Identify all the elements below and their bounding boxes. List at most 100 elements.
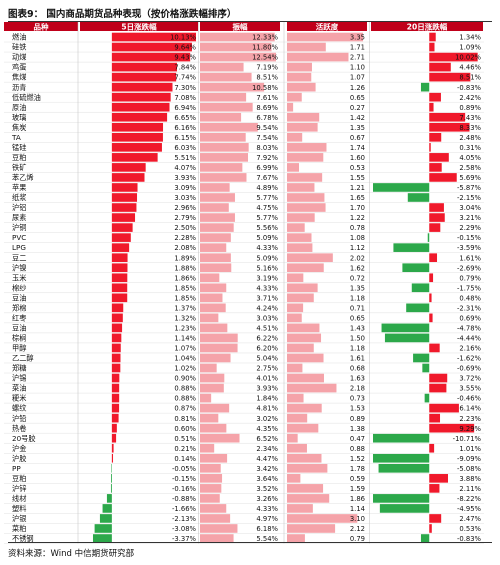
row-label: 纸浆 <box>12 193 26 202</box>
data-label: 0.79% <box>459 274 481 282</box>
column-header: 20日涨跌幅 <box>407 22 448 32</box>
data-label: 2.28% <box>174 234 196 242</box>
data-label: 2.11% <box>459 485 481 493</box>
positive-bar <box>111 183 138 192</box>
value-bar <box>287 102 294 112</box>
negative-bar <box>373 433 430 443</box>
title-rule <box>8 21 492 22</box>
data-label: 0.67 <box>350 134 365 142</box>
data-label: 5.04% <box>256 355 278 363</box>
data-label: 3.04% <box>459 204 481 212</box>
data-label: 1.88% <box>174 264 196 272</box>
value-bar <box>200 112 242 122</box>
data-label: 0.53 <box>350 164 365 172</box>
data-label: 2.12 <box>350 525 365 533</box>
data-label: 1.02% <box>174 365 196 373</box>
positive-bar <box>429 253 438 262</box>
data-label: 4.97% <box>256 515 278 523</box>
value-bar <box>287 313 302 323</box>
negative-bar <box>384 333 430 343</box>
data-label: 6.15% <box>174 134 196 142</box>
data-label: 0.89% <box>459 104 481 112</box>
data-label: -2.15% <box>457 194 482 202</box>
value-bar <box>200 534 234 543</box>
value-bar <box>287 323 320 333</box>
data-label: 0.79 <box>350 535 365 543</box>
negative-bar <box>402 263 430 273</box>
row-label: TA <box>11 133 21 142</box>
positive-bar <box>429 443 435 453</box>
positive-bar <box>429 203 444 212</box>
positive-bar <box>429 173 457 182</box>
data-label: 0.27 <box>350 104 365 112</box>
data-label: -5.87% <box>457 184 482 192</box>
value-bar <box>200 163 243 172</box>
data-label: 5.16% <box>256 264 278 272</box>
positive-bar <box>429 413 441 423</box>
data-label: 1.07 <box>350 74 365 82</box>
data-label: 1.65 <box>350 194 365 202</box>
data-label: 1.38 <box>350 425 365 433</box>
data-label: 4.46% <box>459 64 481 72</box>
data-label: -9.09% <box>457 455 482 463</box>
data-label: -8.22% <box>457 495 482 503</box>
value-bar <box>287 504 313 513</box>
value-bar <box>200 393 212 403</box>
data-label: -2.69% <box>457 264 482 272</box>
data-label: 0.21% <box>174 445 196 453</box>
row-label: 沪镍 <box>12 263 26 272</box>
negative-bar <box>407 193 430 202</box>
value-bar <box>200 403 230 413</box>
value-bar <box>287 72 312 82</box>
row-label: 沪铝 <box>12 203 26 212</box>
positive-bar <box>111 393 120 403</box>
value-bar <box>287 383 337 393</box>
data-label: 9.43% <box>174 54 196 62</box>
data-label: 0.89 <box>350 415 365 423</box>
data-label: 1.86% <box>174 274 196 282</box>
data-label: 6.78% <box>256 114 278 122</box>
data-label: -0.15% <box>172 475 197 483</box>
data-label: 3.52% <box>256 485 278 493</box>
data-label: 4.51% <box>256 324 278 332</box>
value-bar <box>287 243 313 252</box>
data-label: 4.33% <box>256 505 278 513</box>
positive-bar <box>429 223 441 232</box>
positive-bar <box>111 383 120 393</box>
positive-bar <box>111 433 117 443</box>
data-label: 3.64% <box>256 475 278 483</box>
data-label: 1.08 <box>350 234 365 242</box>
data-label: -1.62% <box>457 355 482 363</box>
data-label: 5.56% <box>256 224 278 232</box>
data-label: 1.21 <box>350 184 365 192</box>
data-label: -0.46% <box>457 395 482 403</box>
row-label: 燃油 <box>12 33 26 42</box>
data-label: 7.19% <box>256 64 278 72</box>
row-label: 菜粕 <box>12 524 26 533</box>
data-label: 6.52% <box>256 435 278 443</box>
data-label: -4.78% <box>457 324 482 332</box>
positive-bar <box>429 102 434 112</box>
data-label: 1.62 <box>350 264 365 272</box>
data-label: 1.14 <box>350 505 365 513</box>
positive-bar <box>111 122 164 132</box>
row-label: LPG <box>12 243 26 252</box>
row-label: 豆油 <box>12 293 26 302</box>
data-label: 1.74 <box>350 144 365 152</box>
value-bar <box>287 373 324 383</box>
positive-bar <box>111 32 196 42</box>
value-bar <box>200 504 227 513</box>
value-bar <box>287 163 300 172</box>
data-label: 1.37% <box>174 304 196 312</box>
value-bar <box>287 133 303 142</box>
data-label: -2.13% <box>172 515 197 523</box>
figure-source: 资料来源：Wind 中信期货研究部 <box>8 542 492 559</box>
value-bar <box>200 183 230 192</box>
row-label: 郑棉 <box>12 303 26 312</box>
row-label: 沪锡 <box>12 374 26 383</box>
data-label: -3.08% <box>172 525 197 533</box>
positive-bar <box>111 353 121 363</box>
data-label: 2.79% <box>174 214 196 222</box>
data-label: 8.03% <box>256 144 278 152</box>
data-label: 7.43% <box>459 114 481 122</box>
